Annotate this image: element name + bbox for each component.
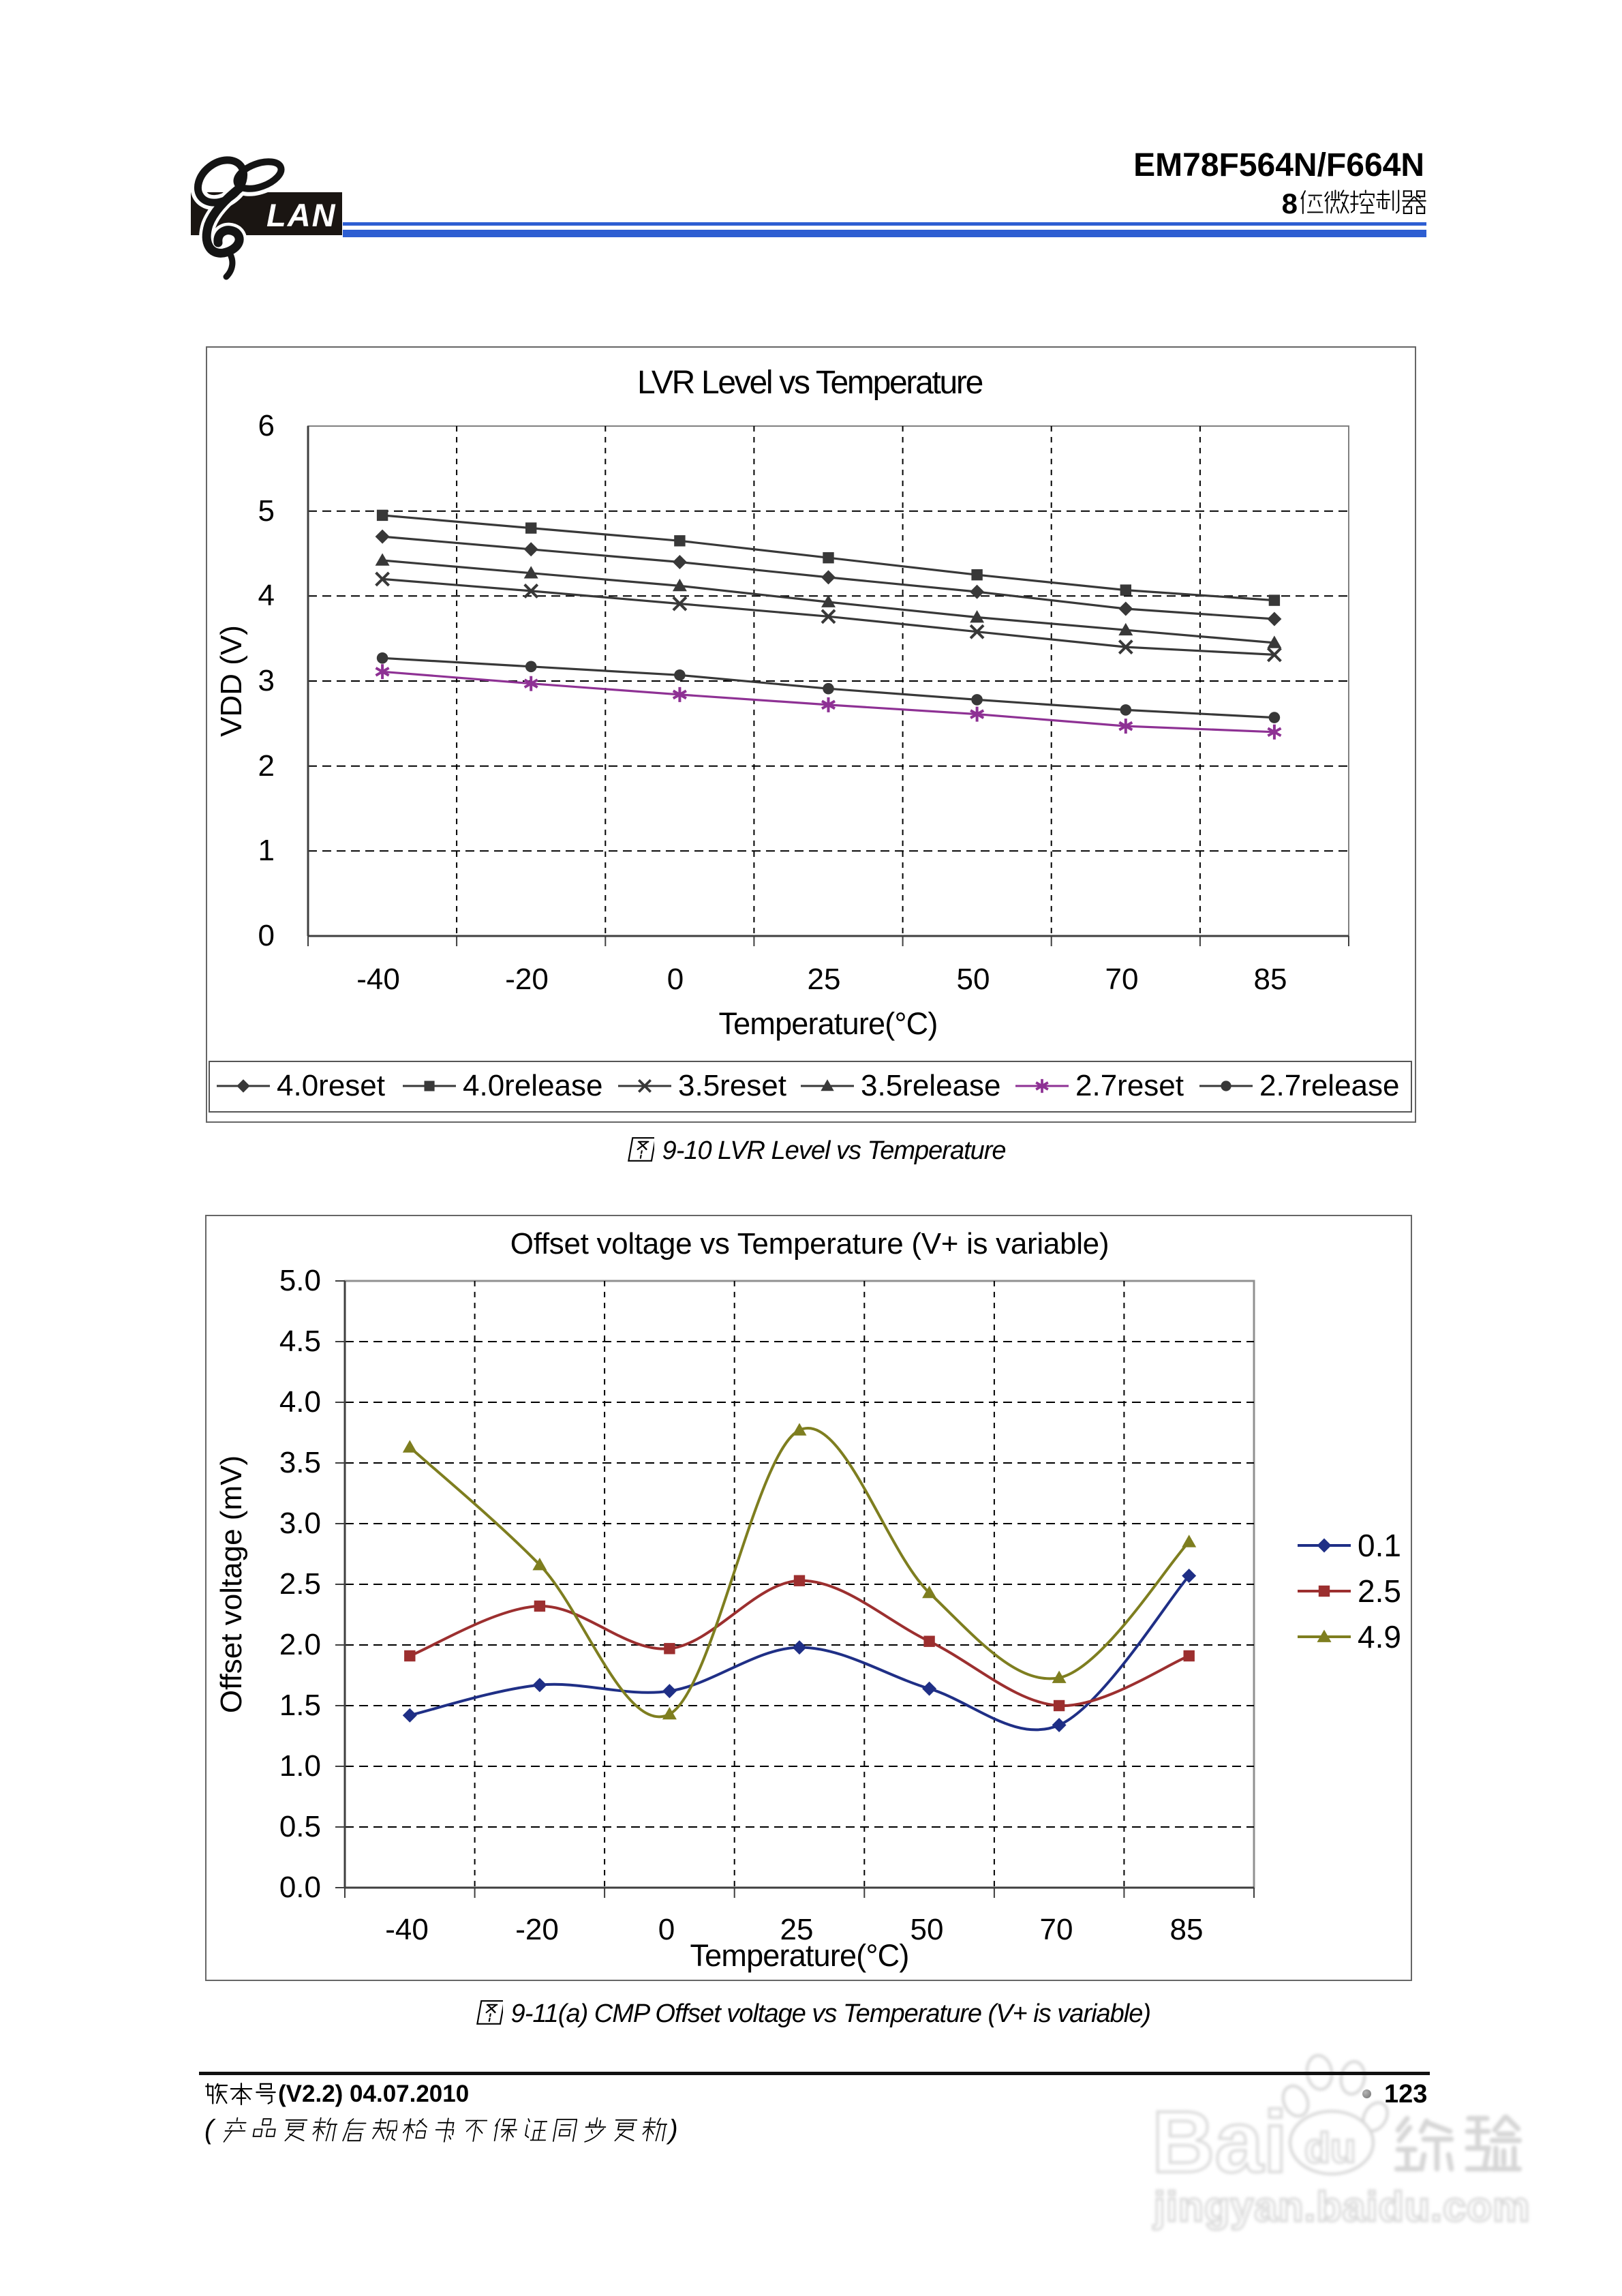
- svg-text:jingyan.baidu.com: jingyan.baidu.com: [1153, 2184, 1531, 2230]
- svg-text:du: du: [1304, 2125, 1356, 2172]
- svg-text:LAN: LAN: [266, 197, 337, 233]
- svg-text:Bai: Bai: [1152, 2094, 1287, 2191]
